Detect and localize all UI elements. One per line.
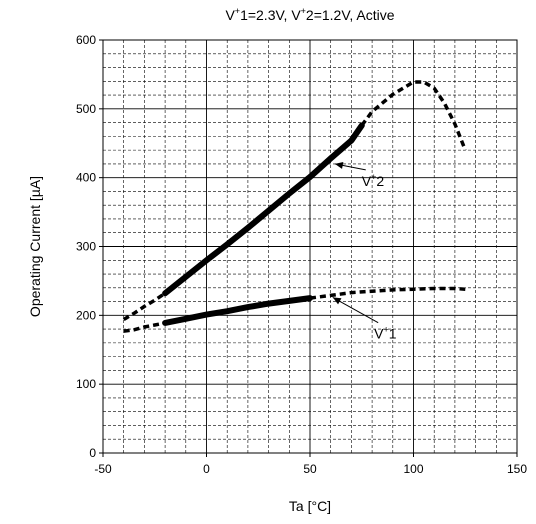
grid-major	[103, 40, 517, 453]
x-tick-label: 50	[303, 462, 317, 476]
y-tick-label: 300	[76, 240, 96, 254]
axis-ticks	[99, 39, 518, 457]
y-tick-label: 100	[76, 377, 96, 391]
x-tick-label: 0	[203, 462, 210, 476]
series-1-measured	[162, 122, 365, 297]
series-2-measured	[162, 295, 313, 326]
x-tick-label: -50	[94, 462, 112, 476]
y-tick-label: 600	[76, 33, 96, 47]
annotation-arrow-head	[334, 161, 344, 169]
series-1-extrapolated-low	[122, 291, 167, 322]
annotations: V+2 V+1	[332, 161, 397, 342]
x-tick-label: 150	[507, 462, 527, 476]
series-label-2: V+1	[374, 325, 397, 342]
x-tick-labels: -50 0 50 100 150	[94, 462, 527, 476]
series-label-1: V+2	[362, 172, 385, 189]
series-1-extrapolated-high	[360, 80, 467, 151]
series-group	[122, 80, 467, 333]
x-tick-label: 100	[403, 462, 423, 476]
series-2-extrapolated-high	[309, 286, 466, 300]
plot-frame	[102, 39, 518, 454]
y-tick-label: 400	[76, 171, 96, 185]
y-axis-label: Operating Current [µA]	[27, 176, 43, 317]
annotation-arrow-line	[332, 296, 379, 324]
x-axis-label: Ta [°C]	[289, 498, 331, 514]
y-tick-label: 500	[76, 102, 96, 116]
y-tick-label: 0	[89, 446, 96, 460]
chart-title: V+1=2.3V, V+2=1.2V, Active	[225, 6, 394, 23]
annotation-arrow-head	[332, 297, 342, 305]
y-tick-label: 200	[76, 308, 96, 322]
series-2-extrapolated-low	[123, 321, 166, 333]
y-tick-labels: 0 100 200 300 400 500 600	[76, 33, 96, 460]
